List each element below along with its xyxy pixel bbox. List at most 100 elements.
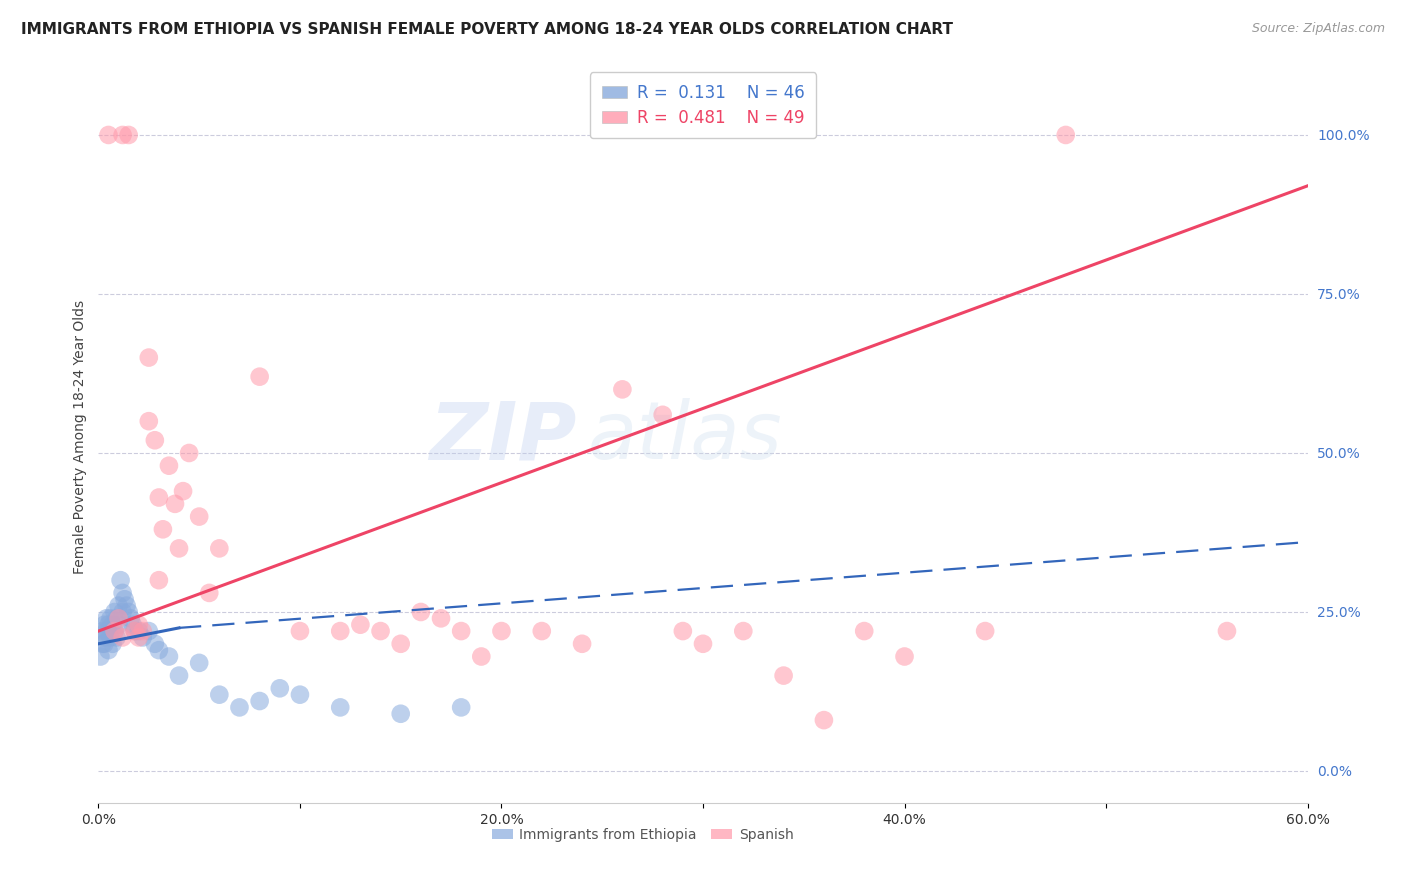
Point bbox=[111, 605, 134, 619]
Point bbox=[105, 631, 128, 645]
Point bbox=[93, 637, 115, 651]
Point bbox=[450, 624, 472, 638]
Point bbox=[101, 637, 124, 651]
Point bbox=[138, 624, 160, 638]
Point bbox=[893, 649, 915, 664]
Point bbox=[450, 700, 472, 714]
Point bbox=[430, 611, 453, 625]
Point bbox=[107, 611, 129, 625]
Point bbox=[389, 706, 412, 721]
Point bbox=[349, 617, 371, 632]
Point bbox=[1216, 624, 1239, 638]
Point bbox=[128, 624, 150, 638]
Point bbox=[97, 128, 120, 142]
Point bbox=[100, 631, 122, 645]
Point bbox=[409, 605, 432, 619]
Point bbox=[208, 541, 231, 556]
Point bbox=[143, 434, 166, 448]
Text: IMMIGRANTS FROM ETHIOPIA VS SPANISH FEMALE POVERTY AMONG 18-24 YEAR OLDS CORRELA: IMMIGRANTS FROM ETHIOPIA VS SPANISH FEMA… bbox=[21, 22, 953, 37]
Point bbox=[228, 700, 250, 714]
Y-axis label: Female Poverty Among 18-24 Year Olds: Female Poverty Among 18-24 Year Olds bbox=[73, 300, 87, 574]
Point bbox=[672, 624, 695, 638]
Point bbox=[101, 617, 124, 632]
Legend: Immigrants from Ethiopia, Spanish: Immigrants from Ethiopia, Spanish bbox=[486, 822, 799, 847]
Point bbox=[148, 573, 170, 587]
Point bbox=[91, 624, 114, 638]
Point bbox=[612, 383, 634, 397]
Point bbox=[329, 700, 352, 714]
Point bbox=[120, 611, 142, 625]
Point bbox=[163, 497, 186, 511]
Point bbox=[128, 617, 150, 632]
Point bbox=[97, 617, 120, 632]
Point bbox=[91, 637, 114, 651]
Point bbox=[389, 637, 412, 651]
Text: atlas: atlas bbox=[588, 398, 783, 476]
Text: Source: ZipAtlas.com: Source: ZipAtlas.com bbox=[1251, 22, 1385, 36]
Point bbox=[93, 631, 115, 645]
Point bbox=[370, 624, 392, 638]
Point bbox=[157, 458, 180, 473]
Point bbox=[96, 611, 118, 625]
Point bbox=[114, 592, 136, 607]
Point bbox=[107, 599, 129, 613]
Point bbox=[132, 624, 155, 638]
Point bbox=[97, 643, 120, 657]
Point bbox=[138, 351, 160, 365]
Point bbox=[103, 624, 125, 638]
Point bbox=[329, 624, 352, 638]
Point bbox=[97, 624, 120, 638]
Point bbox=[188, 656, 211, 670]
Point bbox=[105, 611, 128, 625]
Point bbox=[89, 649, 111, 664]
Point bbox=[733, 624, 755, 638]
Point bbox=[115, 599, 138, 613]
Point bbox=[1054, 128, 1077, 142]
Point bbox=[143, 637, 166, 651]
Point bbox=[100, 611, 122, 625]
Point bbox=[138, 414, 160, 428]
Point bbox=[103, 624, 125, 638]
Point bbox=[103, 605, 125, 619]
Point bbox=[107, 617, 129, 632]
Point bbox=[179, 446, 201, 460]
Point bbox=[148, 491, 170, 505]
Point bbox=[470, 649, 492, 664]
Point bbox=[974, 624, 997, 638]
Point bbox=[124, 624, 146, 638]
Point bbox=[148, 643, 170, 657]
Point bbox=[93, 617, 115, 632]
Point bbox=[167, 541, 190, 556]
Point bbox=[269, 681, 291, 696]
Point bbox=[118, 128, 141, 142]
Point bbox=[288, 624, 311, 638]
Point bbox=[111, 128, 134, 142]
Point bbox=[198, 586, 221, 600]
Point bbox=[188, 509, 211, 524]
Point bbox=[167, 668, 190, 682]
Point bbox=[772, 668, 794, 682]
Point bbox=[530, 624, 553, 638]
Point bbox=[491, 624, 513, 638]
Point bbox=[288, 688, 311, 702]
Point bbox=[813, 713, 835, 727]
Point bbox=[96, 624, 118, 638]
Point bbox=[651, 408, 673, 422]
Point bbox=[111, 631, 134, 645]
Point bbox=[124, 624, 146, 638]
Point bbox=[172, 484, 194, 499]
Point bbox=[157, 649, 180, 664]
Point bbox=[692, 637, 714, 651]
Point bbox=[249, 694, 271, 708]
Point bbox=[121, 617, 143, 632]
Point bbox=[132, 631, 155, 645]
Point bbox=[118, 605, 141, 619]
Point bbox=[208, 688, 231, 702]
Point bbox=[571, 637, 593, 651]
Point bbox=[249, 369, 271, 384]
Point bbox=[128, 631, 150, 645]
Point bbox=[111, 586, 134, 600]
Point bbox=[110, 573, 132, 587]
Point bbox=[152, 522, 174, 536]
Text: ZIP: ZIP bbox=[429, 398, 576, 476]
